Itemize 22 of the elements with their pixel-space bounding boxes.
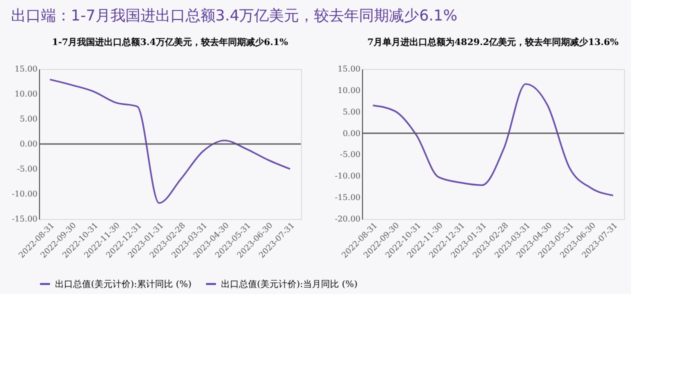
legend-label: 出口总值(美元计价):当月同比 (%) (221, 279, 358, 290)
y-tick-label: 0.00 (342, 128, 360, 138)
y-tick-label: 15.00 (14, 64, 38, 74)
chart-title: 7月单月进出口总额为4829.2亿美元，较去年同期减少13.6% (367, 37, 620, 48)
y-tick-label: -5.00 (340, 150, 360, 160)
chart-title: 1-7月我国进出口总额3.4万亿美元，较去年同期减少6.1% (52, 37, 289, 48)
y-tick-label: -15.00 (12, 214, 38, 224)
text: 出口端：1-7月我国进出口总额3.4万亿美元，较去年同期减少6.1% (10, 6, 458, 24)
y-tick-label: -5.00 (16, 164, 38, 174)
y-tick-label: 5.00 (20, 114, 38, 124)
y-tick-label: 10.00 (14, 90, 38, 98)
y-tick-label: 5.00 (342, 107, 360, 116)
line-series (372, 83, 614, 196)
line-series (49, 78, 291, 204)
y-tick-label: 15.00 (338, 64, 360, 74)
y-tick-label: -10.00 (334, 172, 360, 181)
y-tick-label: 0.00 (20, 140, 38, 148)
y-tick-label: 10.00 (338, 86, 360, 95)
legend-label: 出口总值(美元计价):累计同比 (%) (55, 279, 192, 290)
y-tick-label: -10.00 (12, 190, 38, 198)
y-tick-label: -15.00 (334, 193, 360, 202)
y-tick-label: -20.00 (334, 214, 360, 224)
